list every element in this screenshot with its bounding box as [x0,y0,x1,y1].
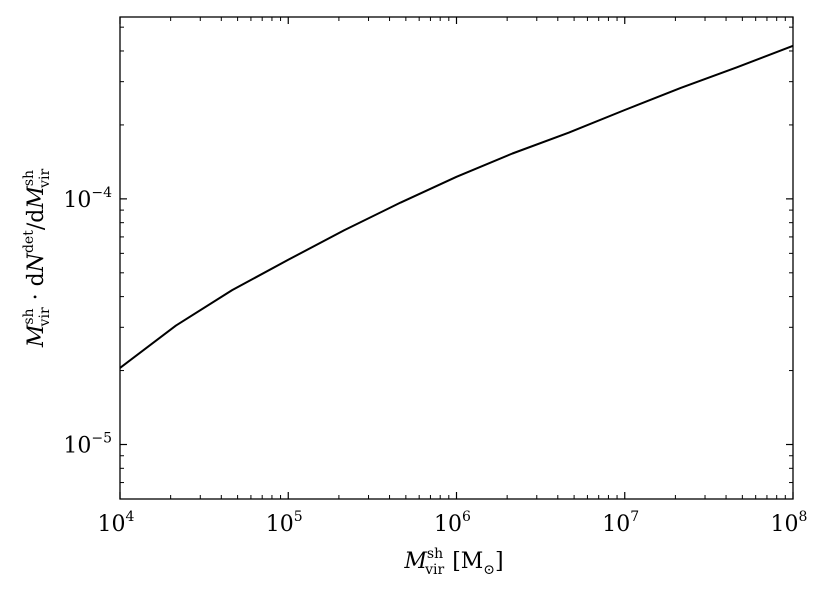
y-tick-label: 10−5 [63,431,112,459]
y-axis-ticks: 10−5 10−4 [63,26,793,484]
x-tick-label: 106 [434,509,471,537]
series-line [119,44,794,369]
x-tick-label: 104 [98,509,135,537]
x-tick-label: 105 [266,509,303,537]
series-layer [119,44,794,369]
x-tick-label: 107 [602,509,639,537]
y-tick-label: 10−4 [63,185,112,213]
y-axis-label: Mshvir · dNdet/dMshvir [21,169,53,349]
x-axis-ticks: 104 105 106 107 108 [98,17,808,537]
x-axis-label: Msh vir [M⊙] [403,546,503,578]
plot-frame [119,16,794,500]
plot-area [119,16,794,500]
x-tick-label: 108 [771,509,808,537]
